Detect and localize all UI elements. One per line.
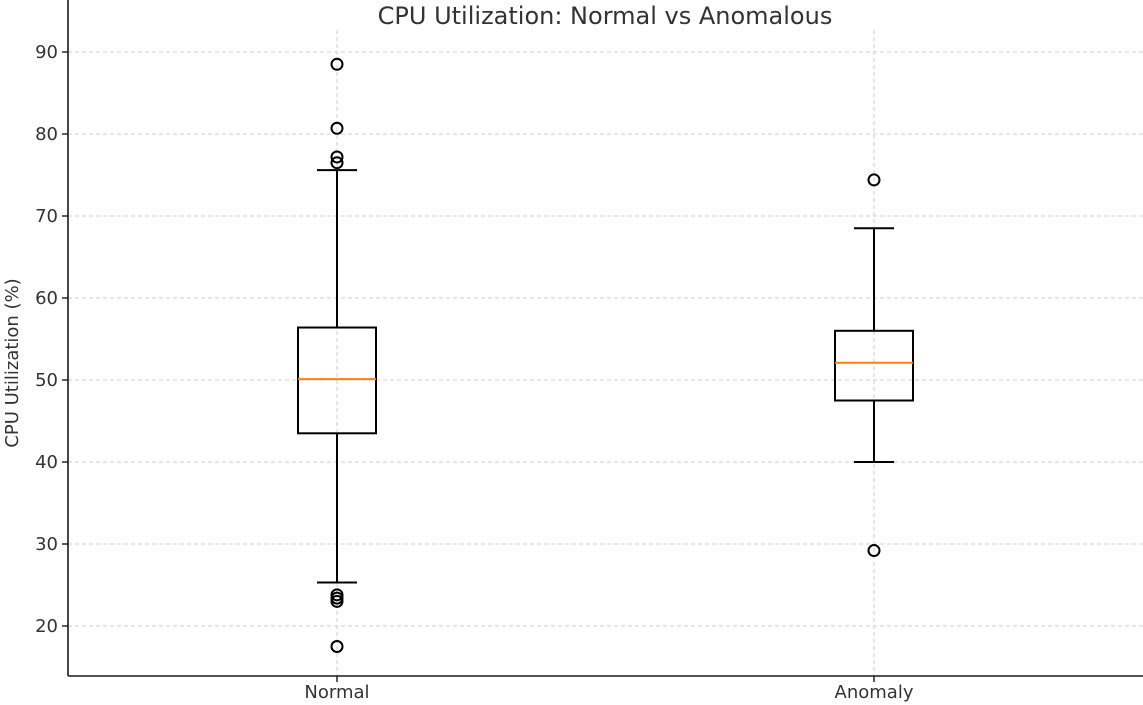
outlier-point [330,640,344,653]
outlier-point [330,150,344,164]
y-tick-label: 50 [35,370,58,391]
outlier-point [330,594,344,608]
outlier-point [330,57,344,71]
y-tick-label: 90 [35,42,58,63]
outlier-point [330,156,344,170]
y-tick-label: 70 [35,206,58,227]
outlier-point [867,173,881,187]
y-tick-label: 60 [35,288,58,309]
y-tick-label: 80 [35,124,58,145]
x-tick-label: Normal [304,682,369,703]
axes: 20 30 40 50 60 70 80 90 Normal Anomaly [35,0,1143,703]
outlier-point [330,121,344,135]
outlier-point [867,544,881,558]
iqr-box [297,326,377,435]
chart-title: CPU Utilization: Normal vs Anomalous [378,2,833,30]
y-tick-label: 20 [35,616,58,637]
plot-area [297,57,914,653]
y-tick-label: 40 [35,452,58,473]
x-tick-label: Anomaly [835,682,914,703]
y-axis-label: CPU Utilization (%) [2,278,23,447]
grid-lines [68,30,1143,676]
y-tick-label: 30 [35,534,58,555]
iqr-box [834,329,914,402]
